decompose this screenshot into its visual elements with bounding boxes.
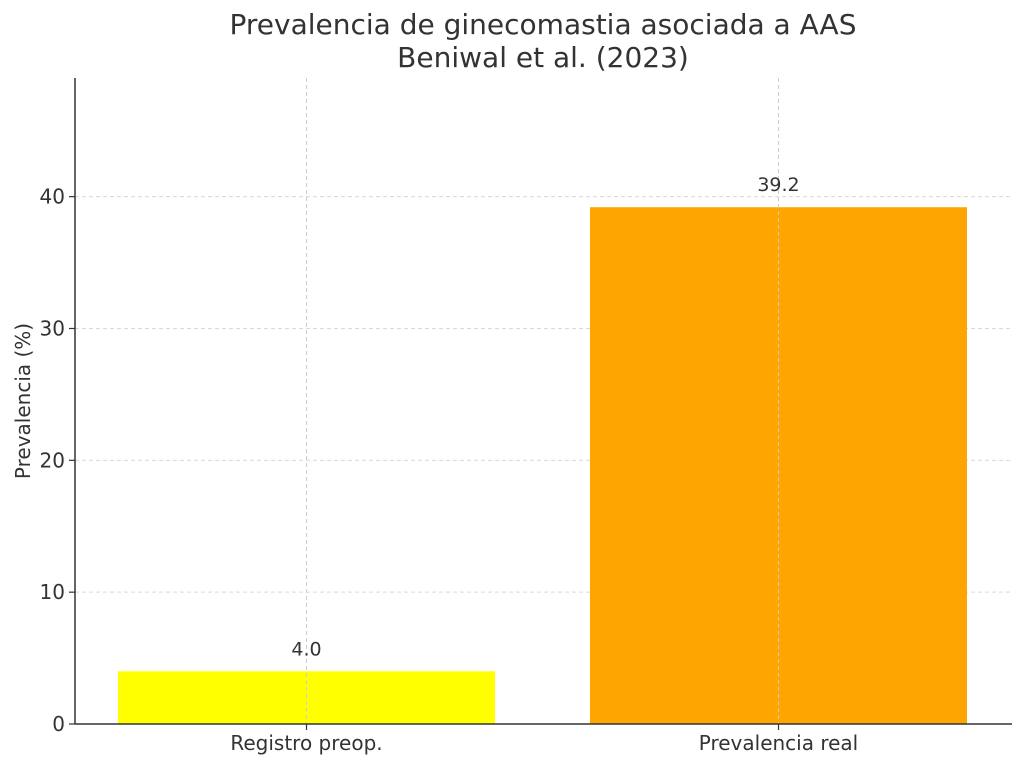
- x-tick-label: Prevalencia real: [699, 731, 859, 755]
- y-ticks: 0 10 20 30 40: [40, 185, 75, 736]
- chart-title-line-2: Beniwal et al. (2023): [397, 41, 689, 74]
- chart-title: Prevalencia de ginecomastia asociada a A…: [230, 8, 857, 74]
- y-axis-label: Prevalencia (%): [11, 323, 35, 479]
- y-tick-label: 30: [40, 316, 65, 340]
- chart-title-line-1: Prevalencia de ginecomastia asociada a A…: [230, 8, 857, 41]
- y-tick-label: 0: [52, 712, 65, 736]
- bar-value-label: 4.0: [291, 638, 321, 660]
- vertical-grid: [306, 78, 779, 724]
- y-tick-label: 20: [40, 448, 65, 472]
- axes: [74, 78, 1012, 725]
- y-tick-label: 40: [40, 185, 65, 209]
- y-tick-label: 10: [40, 580, 65, 604]
- bar-value-label: 39.2: [757, 174, 799, 196]
- x-ticks: Registro preop. Prevalencia real: [230, 724, 858, 755]
- x-tick-label: Registro preop.: [230, 731, 382, 755]
- data-labels: 4.0 39.2: [291, 174, 799, 660]
- bars: [118, 207, 967, 724]
